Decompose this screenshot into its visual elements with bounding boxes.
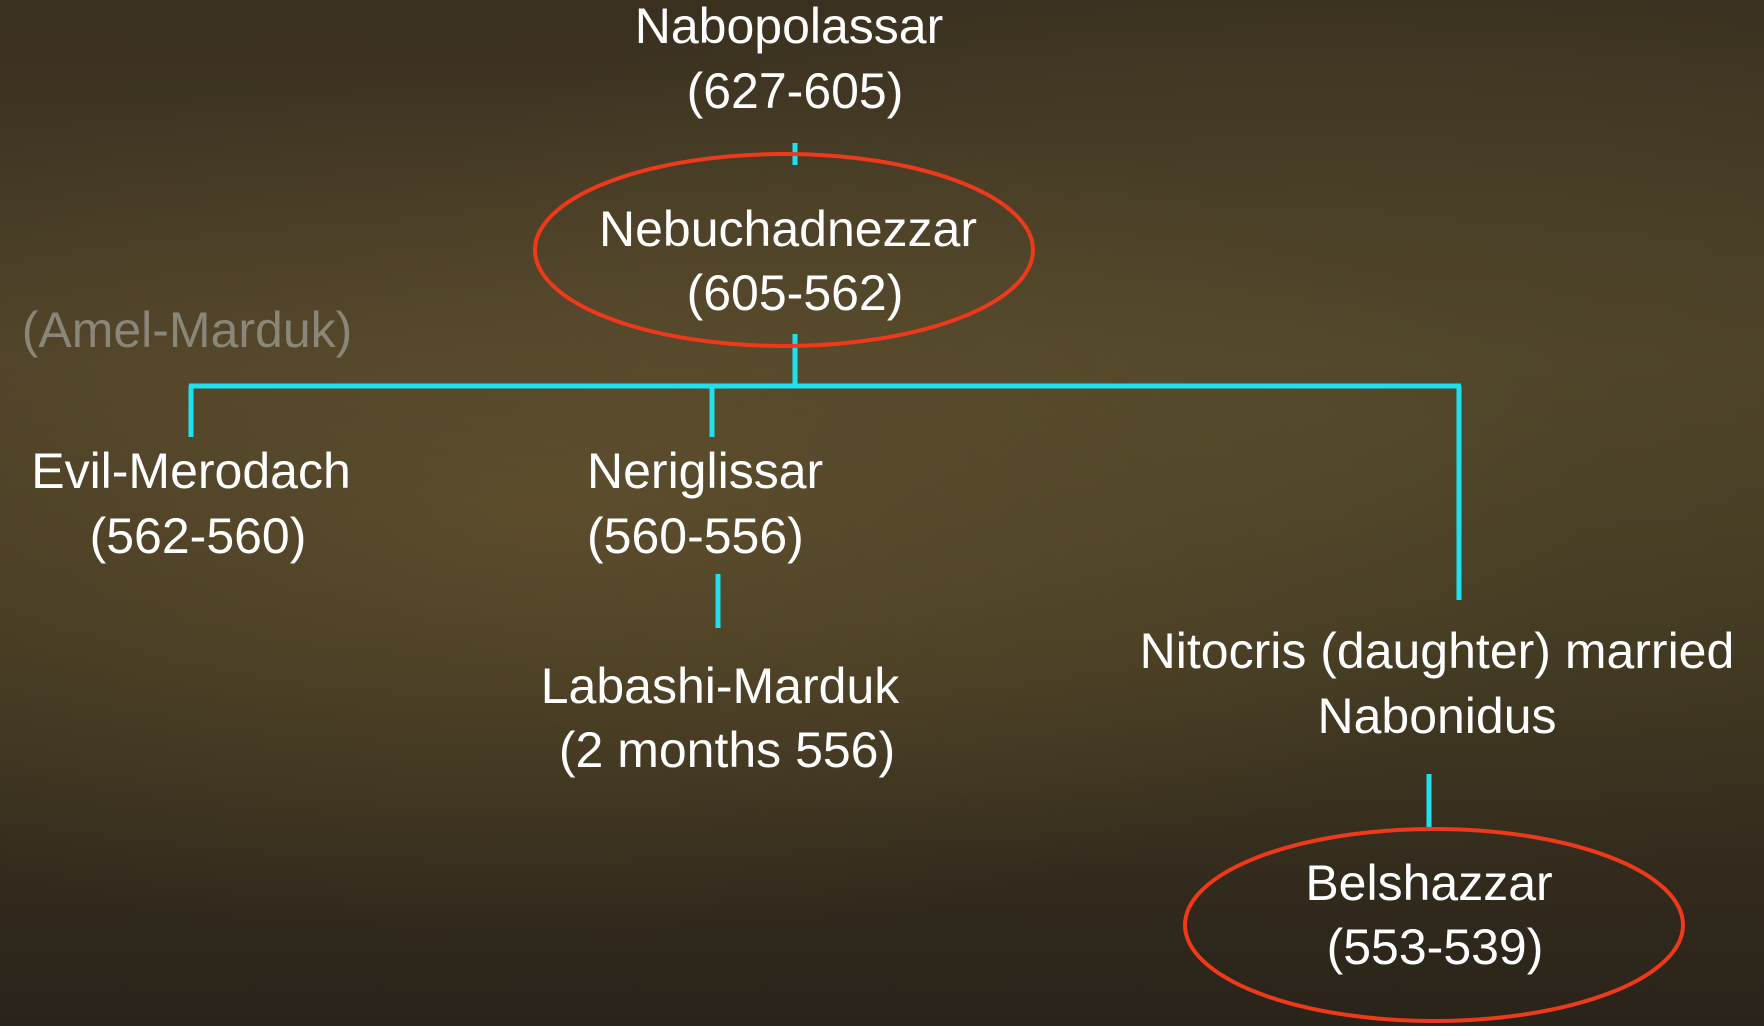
- node-name: (Amel-Marduk): [22, 302, 353, 358]
- node-reign: (2 months 556): [559, 722, 895, 778]
- node-name: Nitocris (daughter) married: [1140, 623, 1735, 679]
- node-name: Neriglissar: [587, 443, 823, 499]
- node-reign: (562-560): [90, 508, 307, 564]
- node-reign: (605-562): [687, 265, 904, 321]
- node-reign: (553-539): [1327, 919, 1544, 975]
- slide: Nabopolassar (627-605) Nebuchadnezzar (6…: [0, 0, 1764, 1026]
- page: Nabopolassar (627-605) Nebuchadnezzar (6…: [0, 0, 1764, 1026]
- node-name: Nabopolassar: [635, 0, 944, 54]
- node-name: Evil-Merodach: [31, 443, 351, 499]
- node-reign: (627-605): [687, 63, 904, 119]
- node-reign: (560-556): [587, 508, 804, 564]
- node-name: Nebuchadnezzar: [599, 201, 977, 257]
- node-name: Labashi-Marduk: [541, 658, 901, 714]
- node-name: Belshazzar: [1305, 855, 1552, 911]
- node-name: Nabonidus: [1317, 688, 1556, 744]
- family-tree: Nabopolassar (627-605) Nebuchadnezzar (6…: [0, 0, 1764, 1026]
